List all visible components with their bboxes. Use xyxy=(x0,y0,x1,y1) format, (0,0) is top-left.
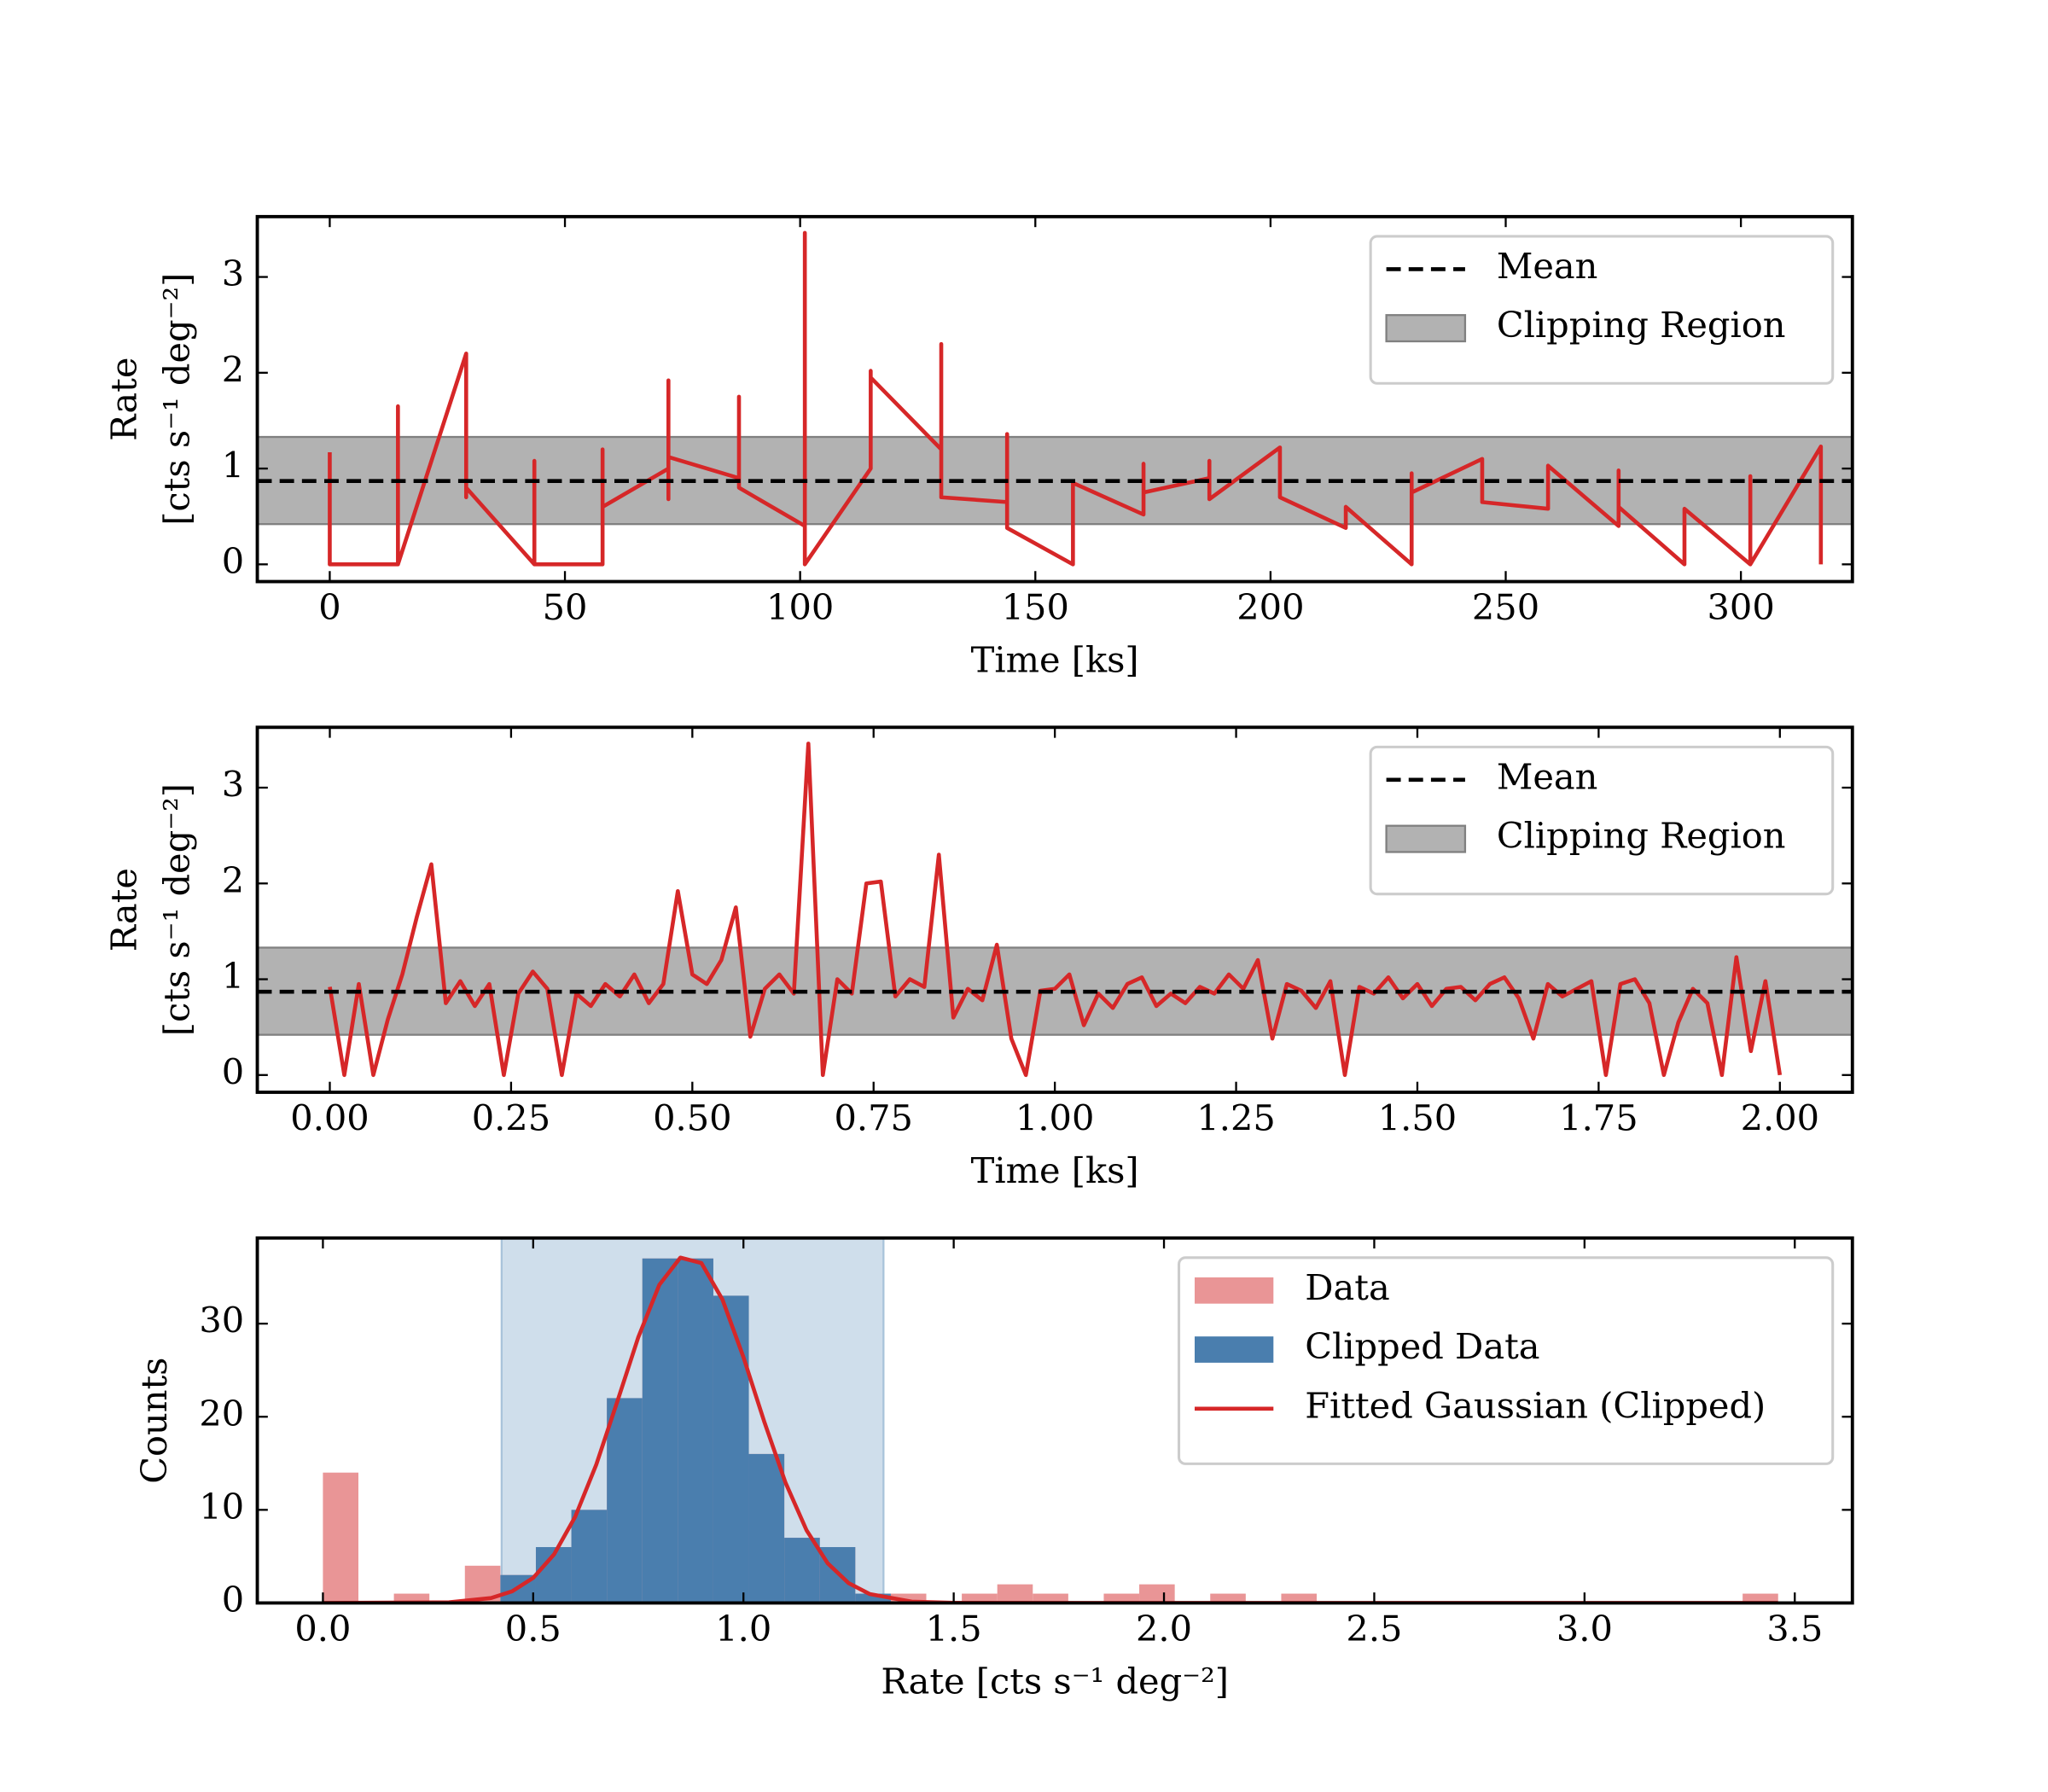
x-axis-label: Time [ks] xyxy=(971,638,1139,680)
y-axis-label: [cts s⁻¹ deg⁻²] xyxy=(155,783,197,1036)
x-tick-label: 0.5 xyxy=(505,1608,561,1649)
plot-area xyxy=(257,230,1853,567)
hist-bar xyxy=(997,1584,1033,1603)
hist-bar xyxy=(323,1472,359,1603)
y-tick-label: 30 xyxy=(199,1300,244,1341)
x-tick-label: 250 xyxy=(1472,586,1539,628)
x-tick-label: 1.75 xyxy=(1559,1097,1638,1138)
gaussian-fit xyxy=(323,1255,1778,1603)
hist-bar xyxy=(678,1258,713,1603)
x-tick-label: 0.0 xyxy=(294,1608,351,1649)
plot-area xyxy=(323,1237,1778,1603)
legend-handle xyxy=(1195,1277,1274,1304)
legend-label: Clipping Region xyxy=(1497,815,1786,857)
x-tick-label: 1.0 xyxy=(715,1608,771,1649)
x-tick-label: 50 xyxy=(543,586,588,628)
x-tick-label: 1.5 xyxy=(926,1608,982,1649)
hist-bar xyxy=(962,1593,998,1603)
x-axis-label: Time [ks] xyxy=(971,1149,1139,1191)
hist-bar xyxy=(571,1510,608,1603)
y-tick-label: 10 xyxy=(199,1486,244,1527)
axes-frame xyxy=(255,214,1854,584)
hist-bar xyxy=(784,1538,820,1603)
legend-handle xyxy=(1385,314,1467,343)
y-tick-label: 3 xyxy=(222,764,244,806)
x-tick-label: 0.75 xyxy=(835,1097,913,1138)
rate-line xyxy=(328,230,1824,567)
x-tick-label: 0 xyxy=(318,586,340,628)
hist-bar xyxy=(1210,1593,1246,1603)
hist-bar xyxy=(748,1453,785,1603)
x-tick-label: 3.0 xyxy=(1556,1608,1613,1649)
axes-frame xyxy=(255,725,1854,1094)
x-tick-label: 1.25 xyxy=(1196,1097,1275,1138)
hist-bar xyxy=(1281,1593,1318,1603)
x-tick-label: 2.5 xyxy=(1346,1608,1402,1649)
hist-bar xyxy=(1103,1593,1140,1603)
y-tick-label: 20 xyxy=(199,1393,244,1434)
x-tick-label: 300 xyxy=(1708,586,1775,628)
x-tick-label: 0.25 xyxy=(472,1097,550,1138)
legend-label: Fitted Gaussian (Clipped) xyxy=(1305,1384,1766,1426)
x-tick-label: 1.00 xyxy=(1015,1097,1094,1138)
x-tick-label: 200 xyxy=(1236,586,1304,628)
legend-box xyxy=(1369,745,1835,896)
legend-box xyxy=(1369,235,1835,385)
x-tick-label: 1.50 xyxy=(1378,1097,1457,1138)
x-tick-label: 0.00 xyxy=(290,1097,369,1138)
hist-bar xyxy=(1139,1584,1175,1603)
legend-label: Data xyxy=(1305,1266,1389,1308)
legend-label: Mean xyxy=(1497,245,1598,287)
y-tick-label: 2 xyxy=(222,859,244,901)
legend-label: Mean xyxy=(1497,755,1598,797)
y-axis-label: Rate xyxy=(103,868,145,951)
y-tick-label: 1 xyxy=(222,955,244,997)
y-tick-label: 3 xyxy=(222,253,244,294)
y-tick-label: 2 xyxy=(222,348,244,390)
x-tick-label: 100 xyxy=(766,586,834,628)
rate-line xyxy=(328,742,1783,1078)
clipping-region xyxy=(257,435,1853,526)
y-axis-label: [cts s⁻¹ deg⁻²] xyxy=(155,273,197,526)
y-axis-label: Rate xyxy=(103,358,145,441)
y-tick-label: 0 xyxy=(222,540,244,582)
legend-handle xyxy=(1385,824,1467,853)
x-tick-label: 0.50 xyxy=(653,1097,731,1138)
legend-label: Clipped Data xyxy=(1305,1325,1539,1367)
legend-handle xyxy=(1195,1336,1274,1363)
legend-label: Clipping Region xyxy=(1497,304,1786,346)
axes-frame xyxy=(255,1236,1854,1605)
hist-bar xyxy=(855,1593,891,1603)
hist-bar xyxy=(890,1593,927,1603)
hist-bar xyxy=(1033,1593,1068,1603)
hist-bar xyxy=(607,1398,643,1603)
plot-area xyxy=(257,742,1853,1078)
x-axis-label: Rate [cts s⁻¹ deg⁻²] xyxy=(881,1660,1229,1702)
y-tick-label: 0 xyxy=(222,1579,244,1620)
x-tick-label: 150 xyxy=(1002,586,1069,628)
y-axis-label: Counts xyxy=(133,1357,175,1483)
y-tick-label: 1 xyxy=(222,445,244,486)
hist-bar xyxy=(713,1295,749,1603)
hist-bar xyxy=(393,1593,430,1603)
x-tick-label: 2.00 xyxy=(1741,1097,1819,1138)
x-tick-label: 3.5 xyxy=(1766,1608,1823,1649)
legend-box xyxy=(1178,1256,1835,1465)
clipping-region xyxy=(257,946,1853,1036)
x-tick-label: 2.0 xyxy=(1136,1608,1192,1649)
hist-bar xyxy=(1743,1593,1778,1603)
y-tick-label: 0 xyxy=(222,1050,244,1092)
